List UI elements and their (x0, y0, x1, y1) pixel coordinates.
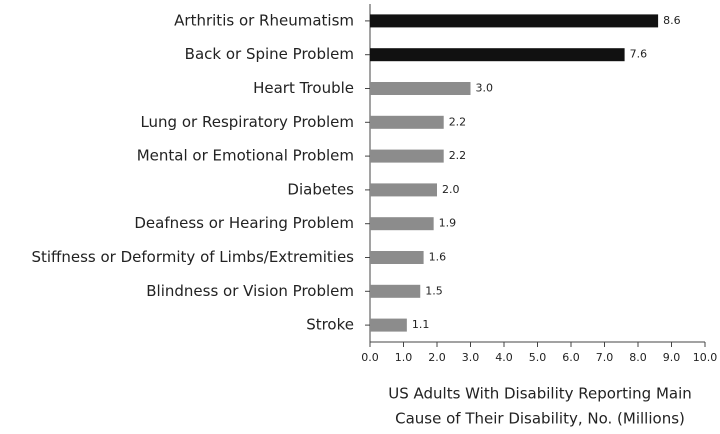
x-tick-label: 5.0 (529, 351, 547, 364)
bar (370, 217, 434, 231)
x-axis-title: Cause of Their Disability, No. (Millions… (395, 410, 685, 428)
x-axis-title: US Adults With Disability Reporting Main (388, 385, 692, 403)
x-tick-label: 6.0 (562, 351, 580, 364)
x-tick-label: 4.0 (495, 351, 513, 364)
value-label: 2.0 (442, 183, 460, 196)
bar (370, 183, 437, 197)
bar (370, 284, 421, 298)
y-tick-label: Back or Spine Problem (185, 45, 354, 63)
value-label: 1.5 (425, 284, 443, 297)
value-label: 2.2 (449, 115, 467, 128)
x-tick-label: 7.0 (596, 351, 614, 364)
value-label: 8.6 (663, 14, 681, 27)
x-tick-label: 3.0 (462, 351, 480, 364)
bar (370, 48, 625, 62)
x-tick-label: 9.0 (663, 351, 681, 364)
bar (370, 115, 444, 129)
x-tick-label: 10.0 (693, 351, 718, 364)
value-label: 2.2 (449, 149, 467, 162)
bar (370, 82, 471, 95)
bar (370, 149, 444, 163)
y-tick-label: Arthritis or Rheumatism (174, 11, 354, 29)
y-tick-label: Mental or Emotional Problem (137, 147, 354, 165)
bar (370, 14, 659, 28)
bar (370, 318, 407, 332)
x-tick-label: 8.0 (629, 351, 647, 364)
value-label: 3.0 (476, 82, 494, 95)
y-tick-label: Lung or Respiratory Problem (140, 113, 354, 131)
value-label: 1.9 (439, 217, 457, 230)
y-tick-label: Diabetes (287, 180, 354, 198)
value-label: 1.6 (429, 251, 447, 264)
value-label: 7.6 (630, 48, 648, 61)
x-tick-label: 0.0 (361, 351, 379, 364)
x-tick-label: 2.0 (428, 351, 446, 364)
y-tick-label: Deafness or Hearing Problem (134, 214, 354, 232)
x-tick-label: 1.0 (395, 351, 413, 364)
bar (370, 251, 424, 264)
value-label: 1.1 (412, 318, 430, 331)
y-tick-label: Blindness or Vision Problem (146, 282, 354, 300)
y-tick-label: Stroke (306, 316, 354, 334)
y-tick-label: Heart Trouble (253, 79, 354, 97)
y-tick-label: Stiffness or Deformity of Limbs/Extremit… (31, 248, 354, 266)
